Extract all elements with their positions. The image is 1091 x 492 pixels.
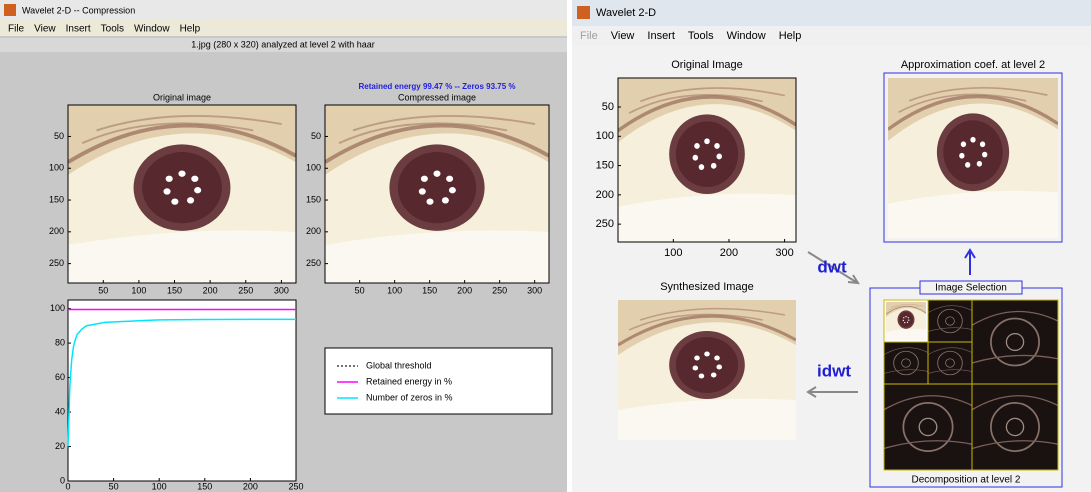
y-tick-label: 200 [49,226,64,236]
y-tick-label: 100 [49,163,64,173]
stats-text: Retained energy 99.47 % -- Zeros 93.75 % [359,82,516,91]
y-tick-label: 250 [49,258,64,268]
menu-item[interactable]: Help [180,24,201,35]
x-tick-label: 0 [65,481,70,491]
y-tick-label: 50 [602,101,614,113]
app-icon [4,4,16,16]
x-tick-label: 150 [422,285,437,295]
x-tick-label: 200 [457,285,472,295]
legend-label: Number of zeros in % [366,392,453,402]
y-tick-label: 250 [306,258,321,268]
x-tick-label: 250 [238,285,253,295]
y-tick-label: 250 [596,218,614,230]
menu-item[interactable]: Window [727,30,766,42]
window-title: Wavelet 2-D [596,7,656,19]
dwt-label: dwt [817,257,847,276]
x-tick-label: 100 [664,247,682,259]
y-tick-label: 50 [54,131,64,141]
image [68,105,296,283]
y-tick-label: 150 [596,159,614,171]
idwt-label: idwt [817,361,851,380]
x-tick-label: 150 [167,285,182,295]
y-tick-label: 60 [55,372,65,382]
x-tick-label: 50 [355,285,365,295]
y-tick-label: 20 [55,441,65,451]
y-tick-label: 100 [306,163,321,173]
y-tick-label: 150 [306,194,321,204]
image-title: Approximation coef. at level 2 [901,59,1045,71]
image-title: Original Image [671,59,743,71]
image [618,300,796,440]
decomposition-label: Decomposition at level 2 [912,475,1021,486]
selection-label: Image Selection [935,283,1007,294]
y-tick-label: 100 [596,130,614,142]
y-tick-label: 200 [596,189,614,201]
menu-item[interactable]: File [8,24,25,35]
y-tick-label: 40 [55,406,65,416]
x-tick-label: 300 [775,247,793,259]
legend-label: Global threshold [366,360,432,370]
x-tick-label: 250 [288,481,303,491]
image [618,78,796,242]
x-tick-label: 300 [274,285,289,295]
x-tick-label: 50 [98,285,108,295]
x-tick-label: 200 [203,285,218,295]
plot-area [68,300,296,481]
menu-item[interactable]: Tools [101,24,124,35]
x-tick-label: 150 [197,481,212,491]
image-title: Synthesized Image [660,281,754,293]
y-tick-label: 80 [55,337,65,347]
menu-item[interactable]: File [580,30,598,42]
x-tick-label: 100 [152,481,167,491]
menu-item[interactable]: Insert [66,24,91,35]
x-tick-label: 100 [131,285,146,295]
legend-label: Retained energy in % [366,376,452,386]
screenshot: Wavelet 2-D -- Compression 1.jpg (280 x … [0,0,1091,492]
x-tick-label: 50 [109,481,119,491]
menu-item[interactable]: View [34,24,56,35]
info-text: 1.jpg (280 x 320) analyzed at level 2 wi… [191,39,375,49]
y-tick-label: 150 [49,194,64,204]
y-tick-label: 0 [60,475,65,485]
y-tick-label: 200 [306,226,321,236]
menu-item[interactable]: View [611,30,635,42]
y-tick-label: 100 [50,303,65,313]
menu-item[interactable]: Tools [688,30,714,42]
decomposition-grid [884,300,1058,470]
menu-item[interactable]: Insert [647,30,675,42]
image [325,105,549,283]
y-tick-label: 50 [311,131,321,141]
x-tick-label: 300 [527,285,542,295]
image [888,78,1058,238]
app-icon [577,6,590,19]
x-tick-label: 100 [387,285,402,295]
x-tick-label: 200 [243,481,258,491]
x-tick-label: 200 [720,247,738,259]
menu-item[interactable]: Help [779,30,802,42]
image-title: Original image [153,92,211,102]
window-title: Wavelet 2-D -- Compression [22,5,135,15]
image-title: Compressed image [398,92,476,102]
menu-item[interactable]: Window [134,24,170,35]
x-tick-label: 250 [492,285,507,295]
